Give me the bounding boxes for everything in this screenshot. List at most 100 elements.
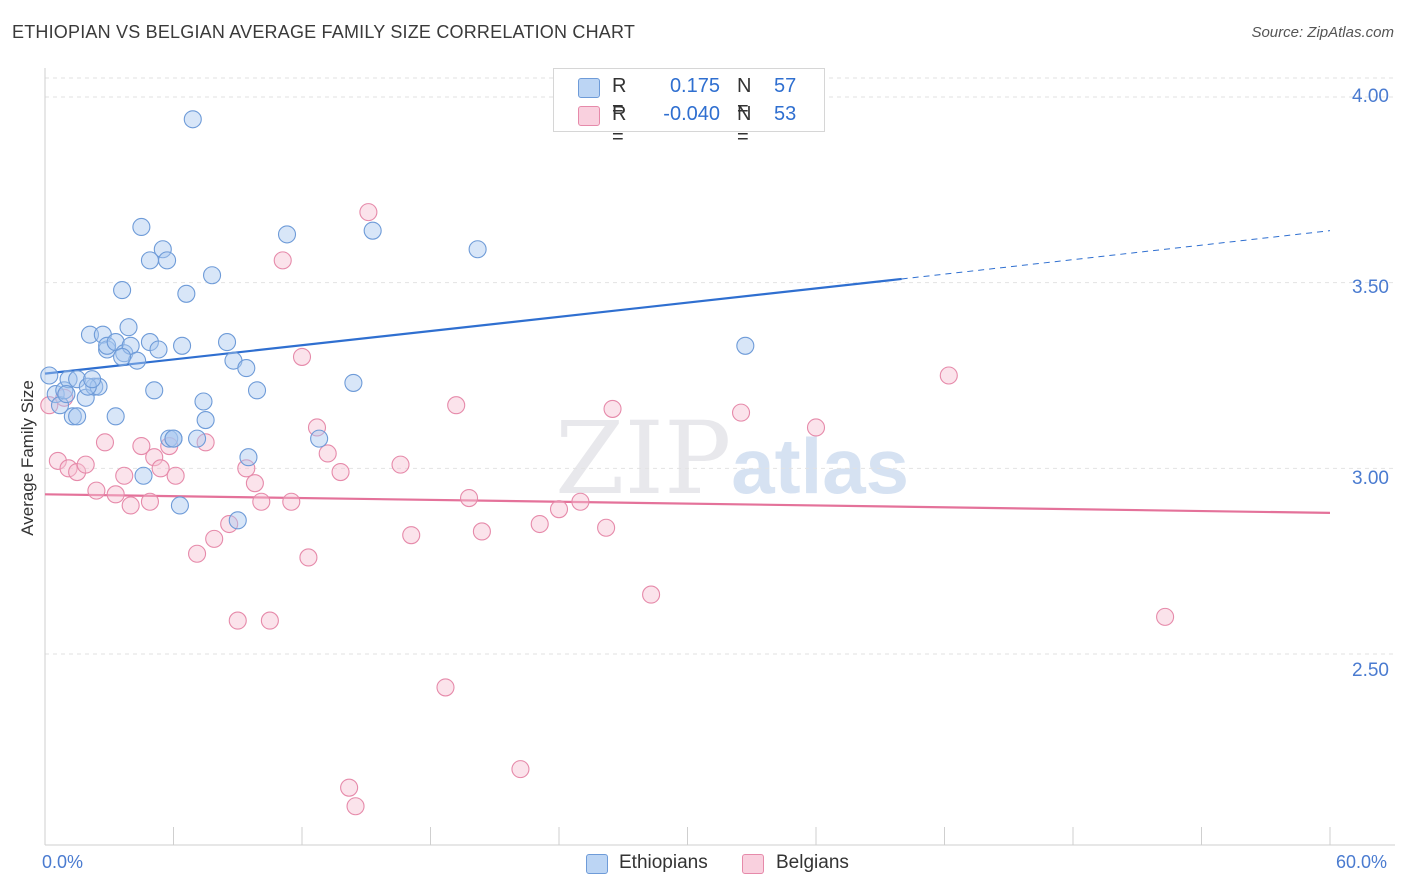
belgian-point bbox=[40, 396, 59, 415]
x-tick-label-max: 60.0% bbox=[1336, 852, 1388, 872]
ethiopian-point bbox=[160, 429, 179, 448]
ethiopian-point bbox=[183, 110, 202, 129]
belgian-point bbox=[731, 403, 751, 422]
belgian-point bbox=[196, 433, 215, 452]
y-tick-label: 4.00 bbox=[1352, 86, 1389, 107]
belgian-point bbox=[252, 492, 271, 511]
ethiopian-point bbox=[40, 366, 59, 385]
belgian-point bbox=[132, 437, 151, 456]
series-label-ethiopians: Ethiopians bbox=[619, 852, 708, 873]
legend-r-value: -0.040 bbox=[663, 103, 720, 125]
ethiopian-point bbox=[80, 325, 100, 344]
belgian-point bbox=[307, 418, 327, 437]
axes bbox=[44, 68, 1395, 846]
ethiopian-point bbox=[46, 385, 65, 404]
ethiopian-point bbox=[736, 336, 755, 355]
ethiopian-point bbox=[128, 351, 147, 370]
belgian-point bbox=[571, 492, 590, 511]
belgian-point bbox=[597, 518, 616, 537]
belgian-point bbox=[145, 448, 164, 467]
belgian-point bbox=[95, 433, 115, 452]
series-swatch-belgians bbox=[742, 854, 764, 874]
belgian-point bbox=[346, 797, 365, 816]
belgian-point bbox=[603, 399, 622, 418]
ethiopian-point bbox=[132, 217, 151, 237]
belgian-point bbox=[340, 778, 359, 797]
belgian-point bbox=[530, 514, 549, 534]
belgian-point bbox=[76, 455, 95, 474]
ethiopian-point bbox=[149, 340, 168, 359]
legend-swatch-belgians bbox=[578, 106, 600, 126]
legend-n-label: N = bbox=[737, 75, 752, 120]
belgian-point bbox=[59, 459, 78, 478]
belgian-point bbox=[282, 492, 301, 511]
ethiopian-point bbox=[106, 407, 125, 426]
belgian-point bbox=[511, 760, 530, 779]
ethiopian-point bbox=[247, 381, 267, 400]
belgian-point bbox=[359, 203, 378, 222]
belgian-point bbox=[87, 481, 106, 500]
watermark-zip: ZIP bbox=[555, 400, 732, 517]
belgian-point bbox=[472, 522, 491, 541]
series-label-belgians: Belgians bbox=[776, 852, 849, 873]
ethiopian-point bbox=[173, 336, 192, 355]
belgian-point bbox=[245, 474, 264, 493]
belgian-point bbox=[402, 526, 421, 545]
belgian-point bbox=[447, 396, 466, 415]
belgian-point bbox=[121, 496, 140, 515]
belgian-point bbox=[106, 485, 125, 504]
belgian-point bbox=[237, 459, 256, 478]
ethiopian-point bbox=[188, 429, 207, 448]
belgian-point bbox=[140, 492, 159, 511]
ethiopian-point bbox=[237, 359, 256, 378]
ethiopian-point bbox=[68, 370, 87, 389]
ethiopian-point bbox=[113, 281, 132, 300]
legend-n-label: N = bbox=[737, 103, 752, 148]
ethiopian-point bbox=[83, 370, 102, 389]
ethiopian-point bbox=[164, 429, 183, 448]
ethiopian-point bbox=[344, 373, 363, 392]
belgian-point bbox=[48, 451, 67, 470]
ethiopian-point bbox=[203, 266, 222, 285]
belgian-point bbox=[292, 347, 312, 366]
ethiopian-point bbox=[170, 496, 189, 515]
belgian-point bbox=[331, 462, 350, 482]
belgian-point bbox=[115, 466, 134, 485]
y-tick-label: 3.50 bbox=[1352, 277, 1389, 298]
y-tick-label: 2.50 bbox=[1352, 660, 1389, 681]
belgian-point bbox=[273, 251, 292, 270]
legend-n-value: 57 bbox=[774, 75, 797, 97]
ethiopian-point bbox=[145, 381, 164, 400]
belgian-point bbox=[228, 611, 247, 630]
ethiopian-point bbox=[177, 284, 196, 303]
belgian-point bbox=[459, 488, 479, 508]
ethiopians-points bbox=[40, 110, 755, 530]
ethiopian-point bbox=[239, 448, 258, 467]
belgian-point bbox=[549, 500, 569, 519]
legend-r-label: R = bbox=[612, 75, 627, 120]
watermark-atlas: atlas bbox=[731, 422, 910, 510]
ethiopian-point bbox=[98, 336, 117, 355]
ethiopian-point bbox=[277, 225, 297, 244]
ethiopian-point bbox=[89, 377, 108, 396]
ethiopian-point bbox=[50, 396, 70, 415]
belgian-point bbox=[436, 678, 455, 697]
chart-title: ETHIOPIAN VS BELGIAN AVERAGE FAMILY SIZE… bbox=[12, 22, 636, 42]
ethiopian-point bbox=[310, 429, 329, 448]
belgian-point bbox=[260, 611, 279, 630]
belgian-point bbox=[1156, 607, 1175, 626]
belgian-point bbox=[642, 585, 661, 604]
legend-r-value: 0.175 bbox=[669, 75, 720, 97]
ethiopian-point bbox=[196, 411, 215, 430]
belgian-point bbox=[806, 418, 826, 437]
belgian-point bbox=[299, 548, 318, 567]
belgian-point bbox=[318, 444, 337, 463]
trend-lines bbox=[44, 230, 1331, 514]
ethiopian-point bbox=[363, 221, 382, 240]
y-axis-label: Average Family Size bbox=[18, 380, 37, 536]
belgian-point bbox=[151, 459, 170, 478]
legend-swatch-ethiopians bbox=[578, 78, 600, 98]
belgian-point bbox=[220, 514, 239, 534]
legend-r-label: R = bbox=[612, 103, 627, 148]
